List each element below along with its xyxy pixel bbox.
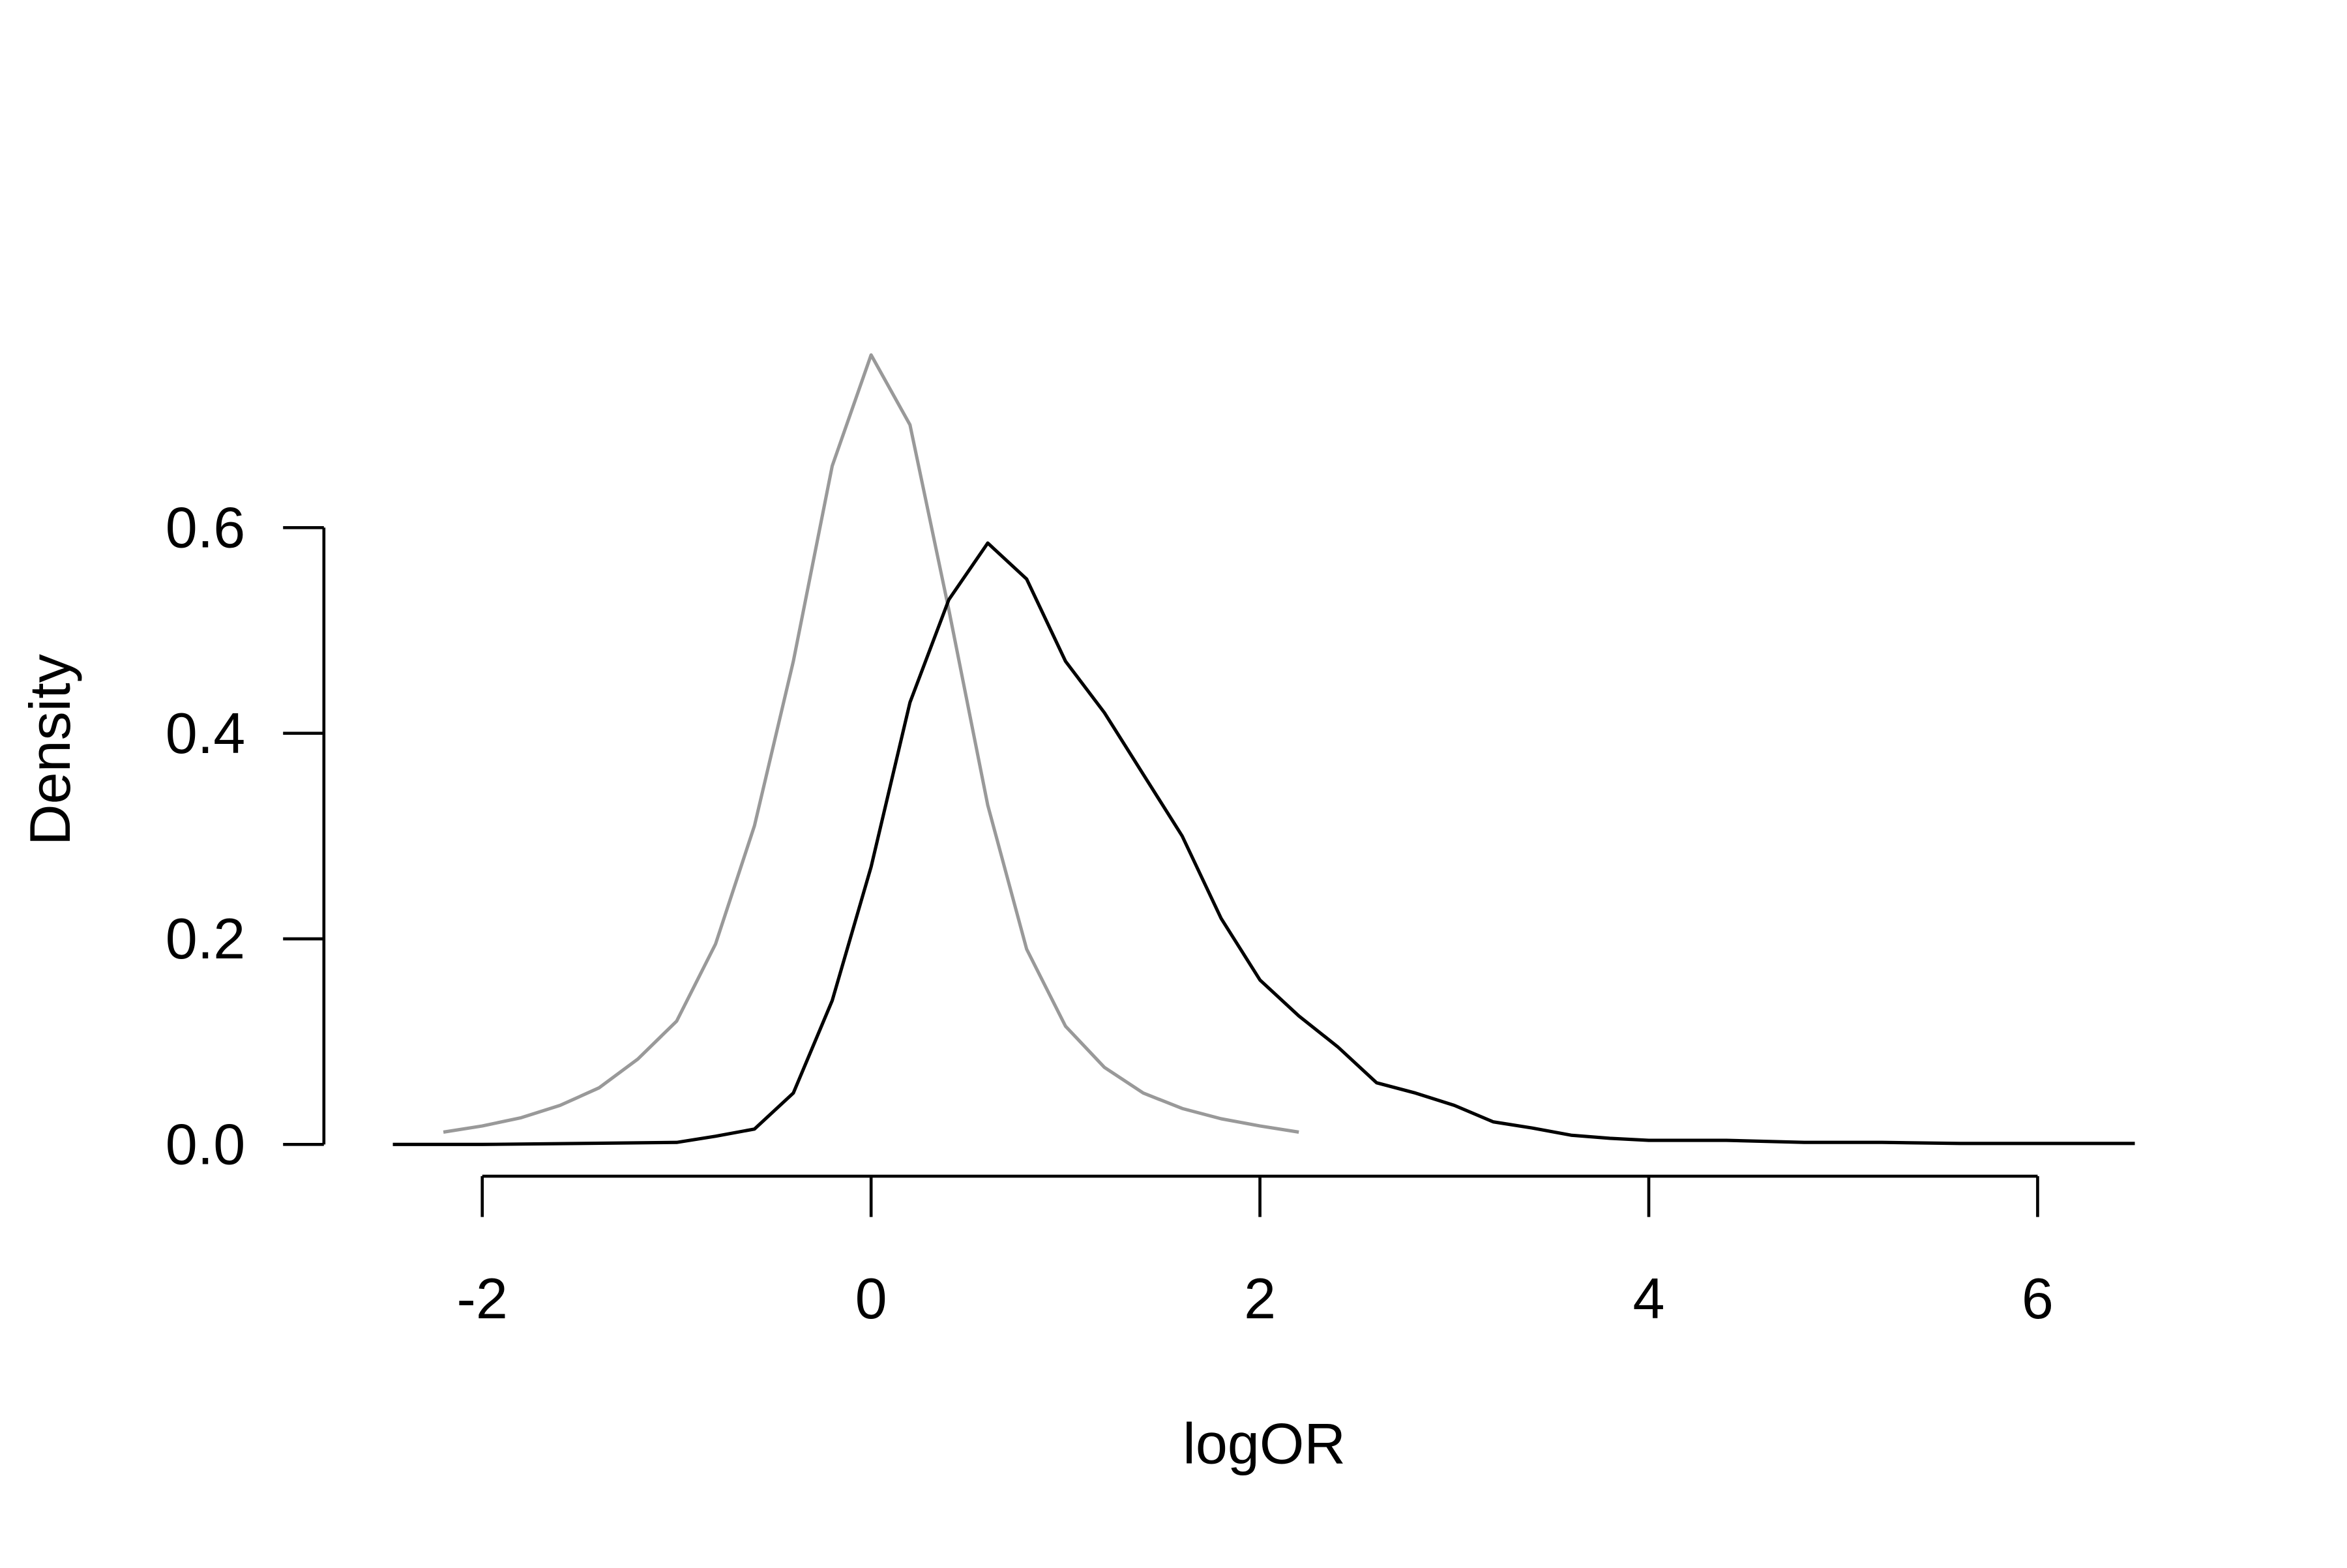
y-tick-label: 0.6 <box>166 495 245 559</box>
y-tick-label: 0.4 <box>166 701 245 765</box>
x-tick-label: -2 <box>457 1266 508 1331</box>
x-tick-label: 2 <box>1244 1266 1276 1331</box>
y-tick-label: 0.2 <box>166 906 245 971</box>
y-tick-label: 0.0 <box>166 1112 245 1177</box>
x-tick-label: 0 <box>855 1266 887 1331</box>
x-axis-label: logOR <box>1183 1412 1346 1476</box>
x-tick-label: 6 <box>2022 1266 2054 1331</box>
density-line <box>443 353 1299 1134</box>
x-tick-label: 4 <box>1633 1266 1665 1331</box>
density-line <box>392 541 2135 1146</box>
y-axis-label: Density <box>18 654 82 846</box>
